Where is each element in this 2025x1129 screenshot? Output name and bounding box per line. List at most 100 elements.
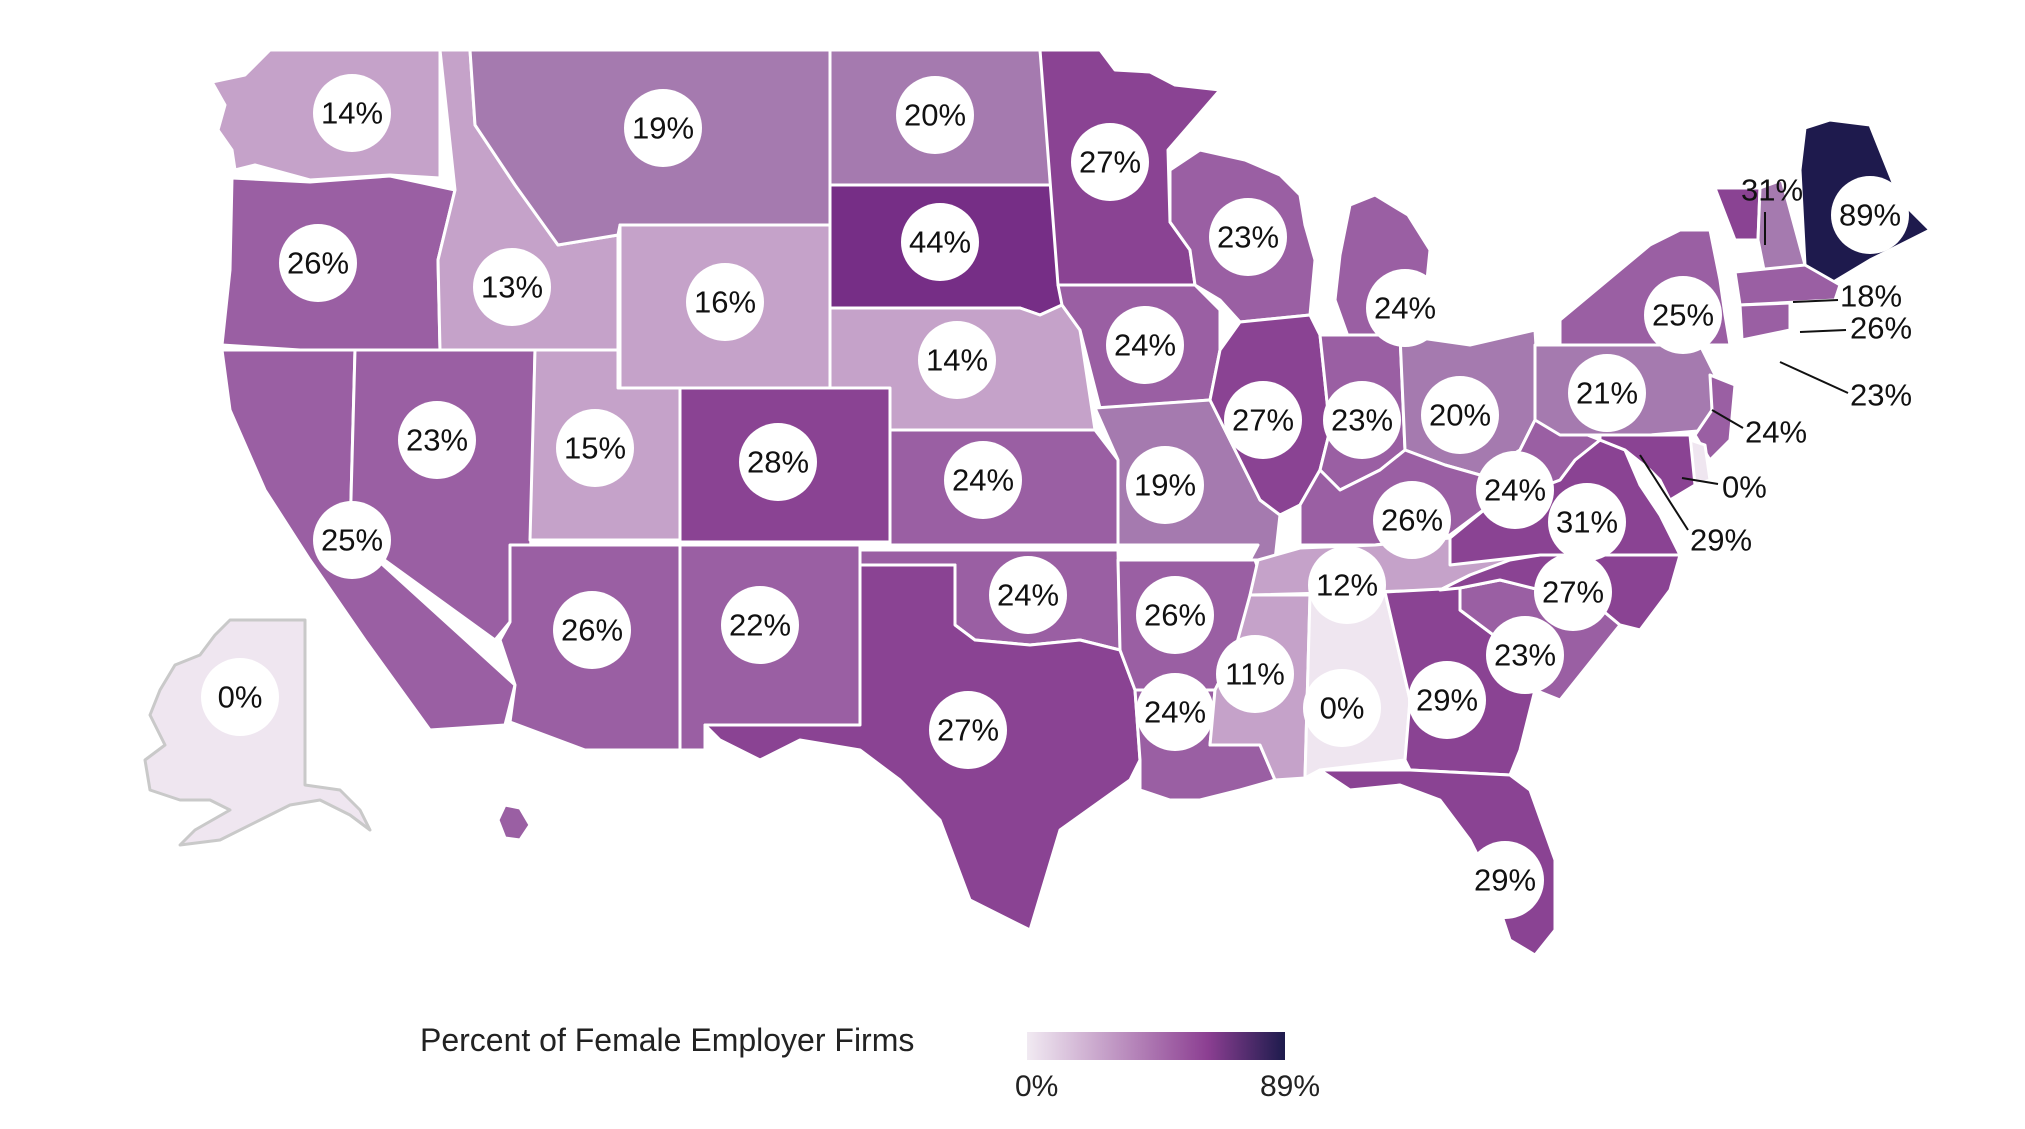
label-badge-or bbox=[279, 224, 357, 302]
legend-color-bar bbox=[1027, 1032, 1285, 1060]
state-label-va: 31% bbox=[1556, 505, 1618, 540]
label-badge-sd bbox=[901, 203, 979, 281]
label-badge-ny bbox=[1644, 276, 1722, 354]
label-badge-nd bbox=[896, 76, 974, 154]
state-label-sc: 23% bbox=[1494, 638, 1556, 673]
state-label-ga: 29% bbox=[1416, 683, 1478, 718]
state-label-nc: 27% bbox=[1542, 575, 1604, 610]
state-label-ky: 26% bbox=[1381, 503, 1443, 538]
label-badge-la bbox=[1136, 673, 1214, 751]
label-badge-ar bbox=[1136, 576, 1214, 654]
label-badge-nc bbox=[1534, 553, 1612, 631]
legend-min-label: 0% bbox=[1015, 1070, 1059, 1103]
state-label-wv: 24% bbox=[1484, 473, 1546, 508]
state-label-mi: 24% bbox=[1374, 291, 1436, 326]
state-label-co: 28% bbox=[747, 445, 809, 480]
label-badge-ne bbox=[918, 321, 996, 399]
label-badge-ok bbox=[989, 556, 1067, 634]
callout-label-md: 29% bbox=[1690, 523, 1752, 558]
label-badge-ca bbox=[313, 501, 391, 579]
label-badge-mi bbox=[1366, 269, 1444, 347]
callout-leader-nh bbox=[1792, 299, 1839, 303]
label-badge-ms bbox=[1216, 635, 1294, 713]
label-badge-fl bbox=[1466, 841, 1544, 919]
label-badge-wi bbox=[1209, 198, 1287, 276]
state-label-mo: 19% bbox=[1134, 468, 1196, 503]
callout-leader-de bbox=[1681, 477, 1719, 485]
state-label-ms: 11% bbox=[1225, 657, 1285, 692]
state-label-ar: 26% bbox=[1144, 598, 1206, 633]
state-label-fl: 29% bbox=[1474, 863, 1536, 898]
label-badge-sc bbox=[1486, 616, 1564, 694]
state-ma bbox=[1733, 263, 1842, 307]
state-label-ca: 25% bbox=[321, 523, 383, 558]
state-label-tn: 12% bbox=[1316, 568, 1378, 603]
callout-label-de: 0% bbox=[1722, 470, 1767, 505]
label-badge-me bbox=[1831, 176, 1909, 254]
state-label-sd: 44% bbox=[909, 225, 971, 260]
state-label-wi: 23% bbox=[1217, 220, 1279, 255]
state-label-ut: 15% bbox=[564, 431, 626, 466]
state-label-az: 26% bbox=[561, 613, 623, 648]
label-badge-wv bbox=[1476, 451, 1554, 529]
label-badge-ut bbox=[556, 409, 634, 487]
state-label-ny: 25% bbox=[1652, 298, 1714, 333]
state-ca bbox=[220, 348, 517, 732]
label-badge-ia bbox=[1106, 306, 1184, 384]
state-label-nv: 23% bbox=[406, 423, 468, 458]
label-badge-mo bbox=[1126, 446, 1204, 524]
label-badge-il bbox=[1224, 381, 1302, 459]
state-label-id: 13% bbox=[481, 270, 543, 305]
legend-max-label: 89% bbox=[1260, 1070, 1321, 1103]
state-label-al: 0% bbox=[1320, 691, 1365, 726]
label-badge-ks bbox=[944, 441, 1022, 519]
label-badge-va bbox=[1548, 483, 1626, 561]
state-label-ok: 24% bbox=[997, 578, 1059, 613]
state-label-ia: 24% bbox=[1114, 328, 1176, 363]
state-label-me: 89% bbox=[1839, 198, 1901, 233]
callout-leader-nj bbox=[1711, 409, 1744, 429]
state-ak bbox=[143, 618, 372, 847]
label-badge-az bbox=[553, 591, 631, 669]
state-label-wy: 16% bbox=[694, 285, 756, 320]
label-badge-oh bbox=[1421, 376, 1499, 454]
label-badge-co bbox=[739, 423, 817, 501]
label-badge-tx bbox=[929, 691, 1007, 769]
label-badge-wy bbox=[686, 263, 764, 341]
label-badge-ga bbox=[1408, 661, 1486, 739]
state-label-ne: 14% bbox=[926, 343, 988, 378]
state-label-ks: 24% bbox=[952, 463, 1014, 498]
states-layer bbox=[143, 48, 1932, 957]
state-ct bbox=[1738, 301, 1792, 342]
state-label-oh: 20% bbox=[1429, 398, 1491, 433]
label-badge-tn bbox=[1308, 546, 1386, 624]
callout-leader-md bbox=[1639, 454, 1689, 531]
callout-leader-ct bbox=[1779, 361, 1849, 394]
state-labels: 14% 26% 25% 23% 13% 19% 16% 15% 26% 28% 22% 20% 44% 1… bbox=[201, 74, 1912, 919]
state-label-wa: 14% bbox=[321, 96, 383, 131]
label-badge-nv bbox=[398, 401, 476, 479]
callout-label-nh: 18% bbox=[1840, 279, 1902, 314]
label-badge-pa bbox=[1568, 354, 1646, 432]
label-badge-wa bbox=[313, 74, 391, 152]
state-label-or: 26% bbox=[287, 246, 349, 281]
callout-leaders bbox=[1639, 212, 1849, 531]
callout-label-nj: 24% bbox=[1745, 415, 1807, 450]
state-label-nm: 22% bbox=[729, 608, 791, 643]
label-badge-al bbox=[1303, 669, 1381, 747]
callout-label-ct: 23% bbox=[1850, 378, 1912, 413]
label-badge-mt bbox=[624, 89, 702, 167]
state-tx bbox=[703, 563, 1142, 932]
state-label-pa: 21% bbox=[1576, 376, 1638, 411]
label-badge-in bbox=[1323, 381, 1401, 459]
label-badge-nm bbox=[721, 586, 799, 664]
label-badge-id bbox=[473, 248, 551, 326]
label-badge-ky bbox=[1373, 481, 1451, 559]
state-label-tx: 27% bbox=[937, 713, 999, 748]
state-fl bbox=[1318, 768, 1557, 957]
state-label-mt: 19% bbox=[632, 111, 694, 146]
label-badge-ak bbox=[201, 658, 279, 736]
state-label-ak: 0% bbox=[218, 680, 263, 715]
state-hi bbox=[496, 803, 532, 842]
